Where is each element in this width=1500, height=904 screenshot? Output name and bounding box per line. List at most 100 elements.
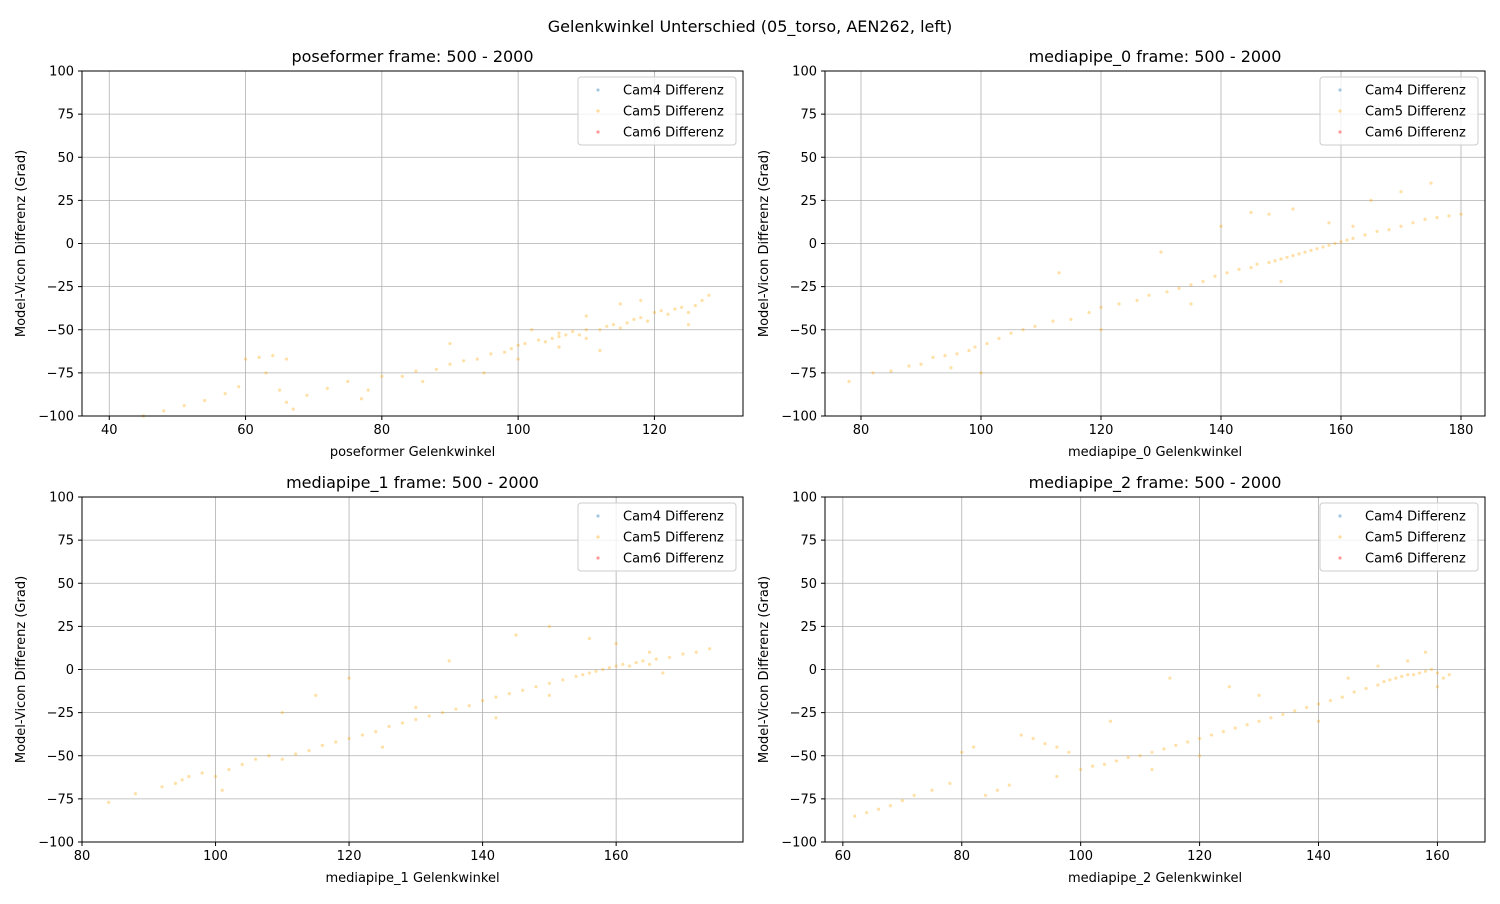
data-point: [1435, 685, 1440, 689]
data-point: [1369, 198, 1373, 202]
data-point: [1051, 319, 1055, 323]
data-point: [1069, 317, 1073, 321]
data-point: [264, 371, 268, 375]
data-point: [557, 331, 561, 335]
y-tick-label: −75: [47, 366, 74, 381]
data-point: [1279, 257, 1283, 261]
legend-marker: [1338, 109, 1342, 113]
data-point: [314, 693, 318, 697]
figure-suptitle: Gelenkwinkel Unterschied (05_torso, AEN2…: [548, 17, 952, 37]
data-point: [1168, 676, 1172, 680]
data-point: [598, 328, 602, 332]
y-tick-label: −75: [47, 792, 74, 807]
data-point: [625, 321, 629, 325]
y-tick-label: −100: [38, 410, 74, 425]
data-point: [307, 748, 311, 753]
y-tick-label: −75: [790, 366, 817, 381]
data-point: [1363, 233, 1367, 237]
y-tick-label: −50: [47, 749, 74, 764]
data-point: [1459, 212, 1463, 216]
x-tick-label: 80: [853, 423, 870, 438]
data-point: [639, 316, 643, 320]
data-point: [280, 711, 284, 715]
legend-marker: [596, 109, 600, 113]
y-tick-label: 75: [800, 108, 817, 123]
data-point: [521, 688, 525, 692]
y-tick-label: 0: [809, 663, 817, 678]
data-point: [627, 664, 632, 668]
y-tick-label: −50: [790, 323, 817, 338]
data-point: [547, 693, 551, 697]
data-point: [223, 391, 227, 396]
series-2: [107, 624, 712, 804]
data-point: [294, 752, 298, 756]
y-axis-label: Model-Vicon Differenz (Grad): [14, 576, 29, 763]
data-point: [1376, 683, 1380, 687]
data-point: [621, 662, 625, 666]
data-point: [257, 355, 261, 359]
data-point: [1150, 750, 1154, 754]
data-point: [581, 673, 585, 677]
data-point: [972, 745, 976, 749]
y-axis-label: Model-Vicon Differenz (Grad): [14, 150, 29, 337]
x-tick-label: 160: [1425, 849, 1450, 864]
data-point: [1225, 271, 1229, 275]
data-point: [584, 314, 588, 318]
y-axis-label: Model-Vicon Differenz (Grad): [757, 150, 772, 337]
data-point: [1033, 324, 1037, 328]
data-point: [919, 362, 923, 366]
data-point: [162, 409, 166, 413]
data-point: [943, 354, 947, 358]
data-point: [1417, 671, 1422, 675]
subplot-2: 80 100 120 140 160 180 100 75 50 25 0 −25 −50 −75 −100…: [757, 47, 1486, 460]
data-point: [280, 757, 284, 761]
data-point: [611, 322, 616, 327]
data-point: [1213, 274, 1217, 278]
data-point: [173, 781, 178, 785]
data-point: [1339, 240, 1343, 244]
data-point: [587, 636, 592, 641]
data-point: [1328, 698, 1333, 703]
x-axis-label: poseformer Gelenkwinkel: [330, 445, 495, 460]
y-tick-label: 75: [57, 108, 74, 123]
data-point: [574, 674, 578, 679]
data-point: [666, 312, 670, 316]
y-tick-label: −50: [47, 323, 74, 338]
x-tick-label: 60: [835, 849, 852, 864]
legend-marker: [1338, 130, 1342, 134]
data-point: [661, 671, 665, 675]
data-point: [284, 400, 289, 404]
data-point: [536, 338, 541, 342]
series-2: [141, 293, 711, 418]
data-point: [983, 793, 988, 798]
data-point: [1102, 762, 1107, 766]
data-point: [547, 681, 551, 685]
y-tick-label: −100: [781, 410, 817, 425]
data-point: [213, 774, 218, 779]
data-point: [673, 307, 677, 311]
legend-label: Cam5 Differenz: [623, 105, 724, 120]
x-tick-label: 60: [237, 423, 254, 438]
data-point: [1233, 726, 1237, 730]
y-tick-label: 50: [57, 151, 74, 166]
y-tick-label: −25: [47, 280, 74, 295]
data-point: [1189, 302, 1193, 306]
data-point: [203, 398, 207, 403]
data-point: [1043, 742, 1047, 746]
legend-marker: [1338, 535, 1342, 539]
data-point: [447, 659, 451, 663]
data-point: [1219, 224, 1223, 228]
legend-label: Cam4 Differenz: [623, 84, 724, 99]
data-point: [1406, 673, 1410, 677]
data-point: [550, 336, 554, 340]
data-point: [1303, 250, 1307, 254]
data-point: [1197, 736, 1202, 741]
legend-label: Cam6 Differenz: [1365, 126, 1466, 141]
data-point: [1255, 262, 1259, 266]
data-point: [1441, 676, 1445, 680]
legend-label: Cam4 Differenz: [1365, 84, 1466, 99]
data-point: [1321, 245, 1325, 249]
data-point: [400, 374, 404, 378]
legend-marker: [1338, 556, 1342, 560]
data-point: [1279, 279, 1283, 284]
